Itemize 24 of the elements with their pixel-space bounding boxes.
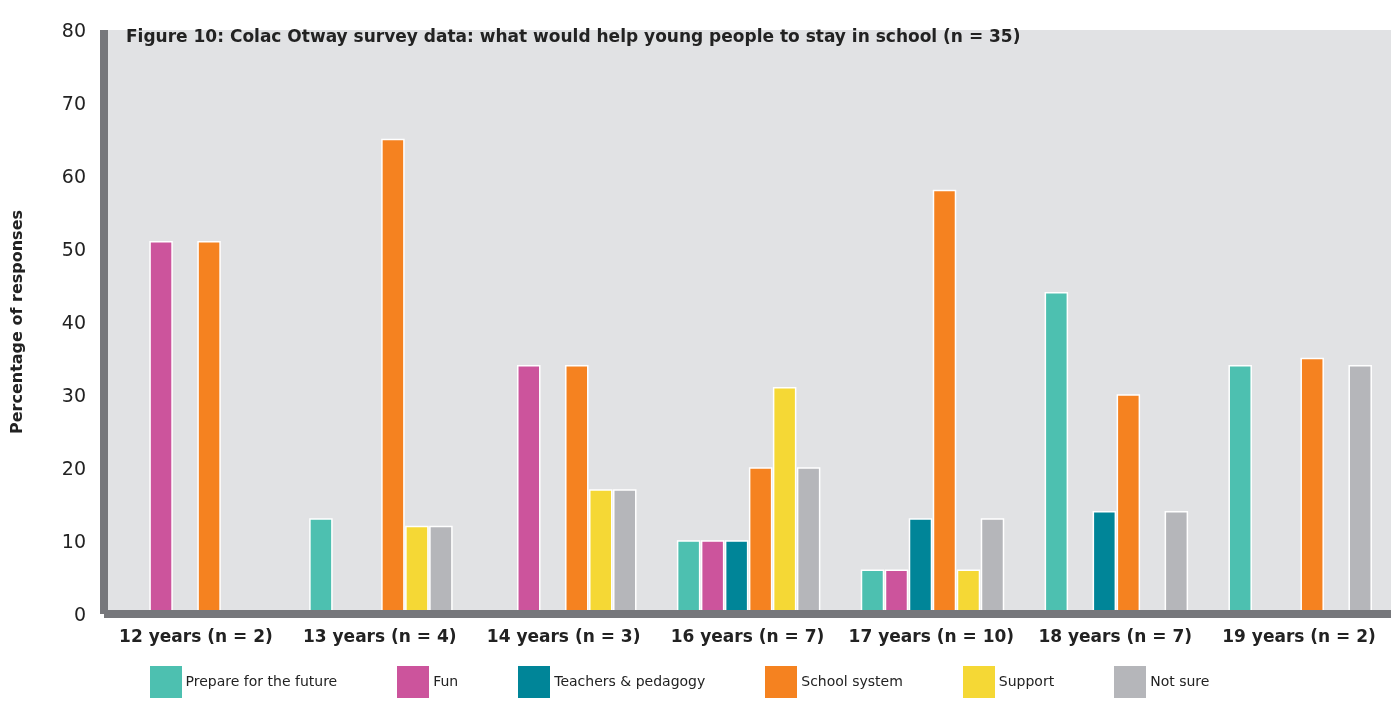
legend-label: Support xyxy=(998,673,1055,689)
y-tick-label: 60 xyxy=(61,164,86,187)
x-tick-label: 19 years (n = 2) xyxy=(1222,626,1376,647)
y-tick-label: 80 xyxy=(61,18,86,41)
y-tick-label: 0 xyxy=(73,602,86,625)
y-tick-label: 50 xyxy=(61,237,86,260)
y-tick-label: 30 xyxy=(61,383,86,406)
y-tick-label: 10 xyxy=(61,529,86,552)
legend-label: Prepare for the future xyxy=(185,673,338,689)
x-tick-label: 13 years (n = 4) xyxy=(302,626,457,647)
legend-label: Not sure xyxy=(1150,673,1210,689)
legend-label: School system xyxy=(801,673,903,689)
x-tick-label: 12 years (n = 2) xyxy=(119,626,273,647)
x-tick-label: 18 years (n = 7) xyxy=(1038,626,1193,647)
y-tick-label: 40 xyxy=(61,310,86,333)
chart-title: Figure 10: Colac Otway survey data: what would help young people to stay in school (n = 35) xyxy=(126,26,1021,46)
legend-label: Fun xyxy=(433,673,459,689)
x-tick-label: 16 years (n = 7) xyxy=(670,626,825,647)
y-tick-label: 20 xyxy=(61,456,86,479)
legend-label: Teachers & pedagogy xyxy=(554,673,706,689)
x-tick-label: 17 years (n = 10) xyxy=(848,626,1015,647)
y-tick-label: 70 xyxy=(61,91,86,114)
y-axis-title: Percentage of responses xyxy=(6,209,26,435)
x-tick-label: 14 years (n = 3) xyxy=(486,626,641,647)
